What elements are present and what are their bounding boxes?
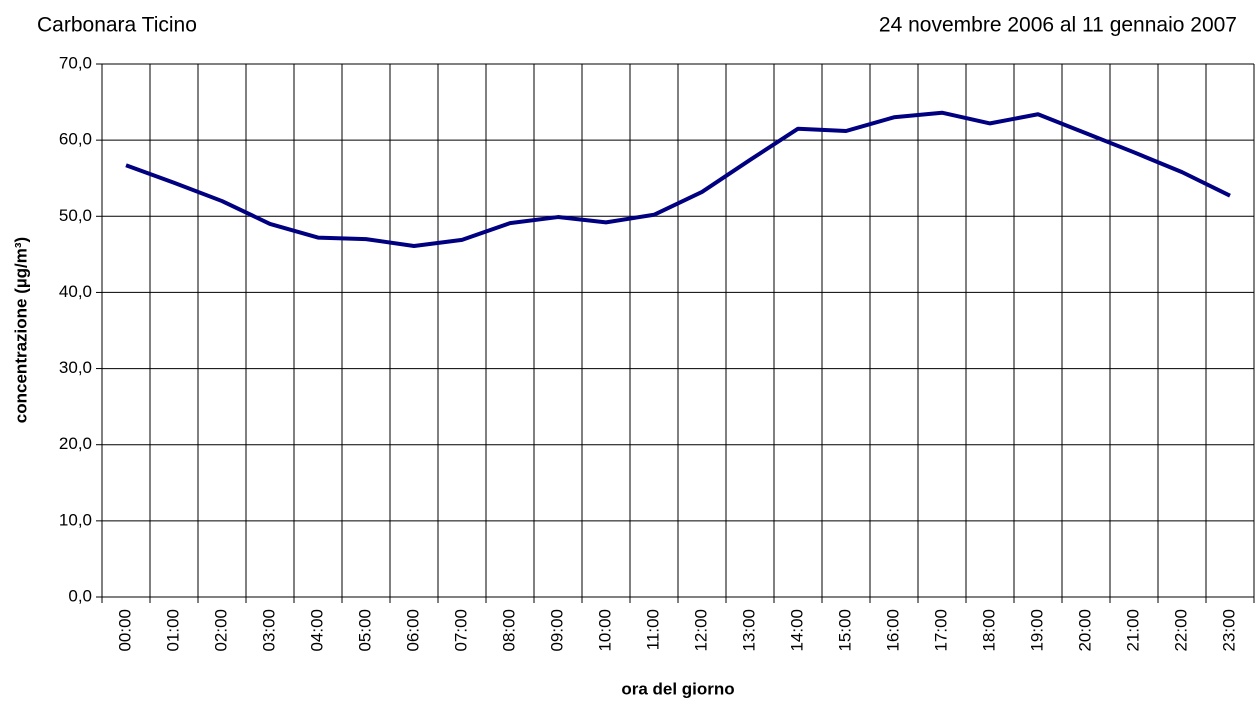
x-tick-label: 19:00 [1027, 609, 1046, 652]
x-tick-label: 12:00 [691, 609, 710, 652]
x-tick-label: 17:00 [931, 609, 950, 652]
x-tick-label: 09:00 [547, 609, 566, 652]
chart-subtitle: 24 novembre 2006 al 11 gennaio 2007 [879, 14, 1237, 37]
x-tick-label: 13:00 [739, 609, 758, 652]
chart-title: Carbonara Ticino [37, 14, 197, 37]
x-tick-label: 11:00 [643, 609, 662, 650]
y-axis-label: concentrazione (µg/m³) [11, 237, 30, 423]
x-tick-label: 10:00 [595, 609, 614, 652]
x-tick-label: 08:00 [499, 609, 518, 652]
y-tick-label: 60,0 [59, 130, 92, 149]
x-tick-label: 01:00 [163, 609, 182, 652]
x-tick-label: 00:00 [115, 609, 134, 652]
x-tick-label: 16:00 [883, 609, 902, 652]
x-axis-label: ora del giorno [621, 679, 734, 698]
y-tick-label: 40,0 [59, 282, 92, 301]
y-tick-label: 30,0 [59, 358, 92, 377]
x-tick-label: 02:00 [211, 609, 230, 652]
x-tick-label: 20:00 [1075, 609, 1094, 652]
x-tick-label: 23:00 [1219, 609, 1238, 652]
x-tick-label: 18:00 [979, 609, 998, 652]
x-tick-label: 04:00 [307, 609, 326, 652]
x-tick-label: 06:00 [403, 609, 422, 652]
y-tick-label: 70,0 [59, 53, 92, 72]
x-tick-label: 15:00 [835, 609, 854, 652]
y-tick-label: 10,0 [59, 510, 92, 529]
x-tick-label: 21:00 [1123, 609, 1142, 652]
x-tick-label: 14:00 [787, 609, 806, 652]
x-tick-label: 22:00 [1171, 609, 1190, 652]
y-tick-label: 20,0 [59, 434, 92, 453]
y-tick-label: 0,0 [68, 586, 92, 605]
x-tick-label: 07:00 [451, 609, 470, 652]
x-tick-label: 05:00 [355, 609, 374, 652]
line [125, 110, 1231, 248]
y-tick-label: 50,0 [59, 206, 92, 225]
x-tick-label: 03:00 [259, 609, 278, 652]
